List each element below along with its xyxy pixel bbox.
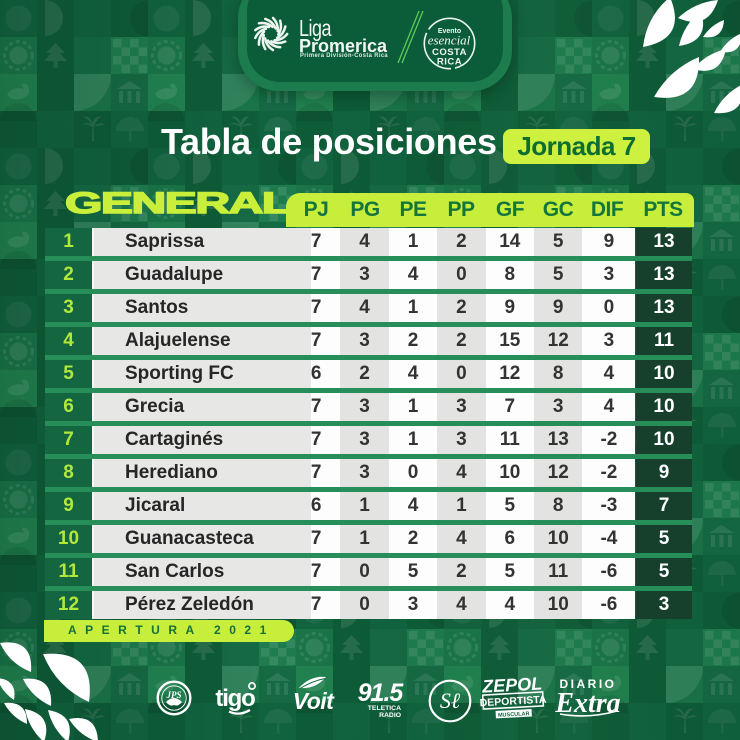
svg-text:MUSCULAR: MUSCULAR xyxy=(498,711,530,719)
svg-text:Sℓ: Sℓ xyxy=(440,688,461,713)
svg-text:Extra: Extra xyxy=(554,688,620,719)
svg-text:esencial: esencial xyxy=(428,33,471,48)
svg-text:91.5: 91.5 xyxy=(358,679,405,707)
svg-text:tigo: tigo xyxy=(215,685,255,712)
svg-text:Evento: Evento xyxy=(438,28,461,35)
svg-text:DEPORTISTA: DEPORTISTA xyxy=(479,694,547,710)
svg-text:ZEPOL: ZEPOL xyxy=(481,673,543,696)
svg-text:RICA: RICA xyxy=(437,57,462,68)
svg-text:Voit: Voit xyxy=(293,688,335,714)
svg-text:JPS: JPS xyxy=(165,690,181,700)
svg-text:TELETICA: TELETICA xyxy=(368,705,401,712)
svg-text:COSTA: COSTA xyxy=(432,47,467,58)
svg-text:RADIO: RADIO xyxy=(379,712,401,719)
svg-text:DIARIO: DIARIO xyxy=(560,677,617,691)
